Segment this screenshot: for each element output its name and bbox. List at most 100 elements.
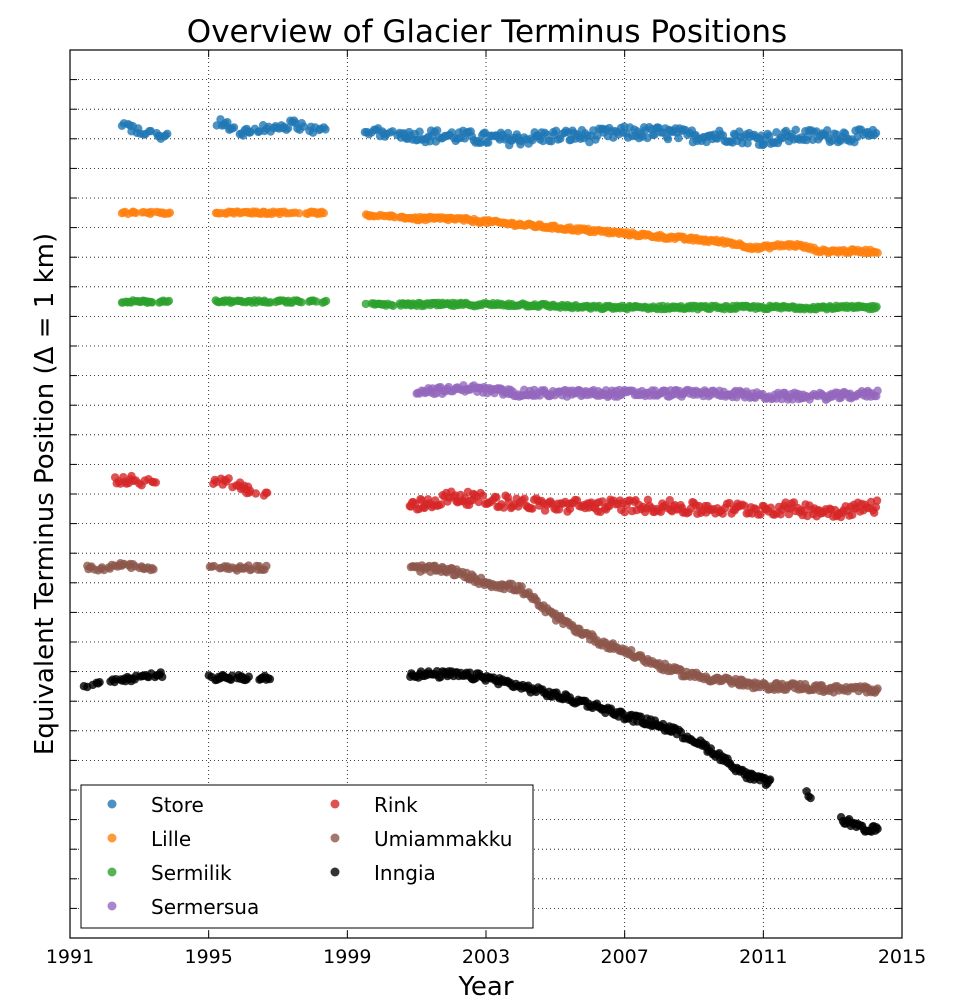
x-tick-label: 1995 [184, 946, 232, 968]
data-point [873, 386, 882, 395]
data-point [520, 494, 529, 503]
data-point [873, 824, 882, 834]
data-point [164, 296, 174, 306]
data-point [478, 491, 488, 500]
data-point [474, 497, 483, 507]
data-point [766, 503, 775, 512]
data-point [492, 493, 501, 502]
data-point [823, 126, 832, 135]
series-sermilik [117, 296, 881, 314]
x-tick-label: 1991 [46, 946, 94, 968]
data-point [740, 501, 749, 510]
legend-label-store: Store [151, 793, 204, 817]
legend-marker-lille [107, 833, 117, 843]
data-point [389, 301, 398, 310]
data-point [433, 126, 442, 135]
legend-box [80, 784, 534, 929]
data-point [165, 208, 175, 217]
data-point [593, 131, 602, 140]
data-point [806, 793, 815, 803]
data-point [627, 646, 636, 655]
legend-label-sermilik: Sermilik [151, 861, 232, 885]
data-point [517, 582, 526, 591]
series-rink [110, 471, 882, 522]
data-point [871, 128, 881, 138]
legend-label-rink: Rink [374, 793, 418, 817]
data-point [265, 674, 275, 684]
x-tick-label: 2015 [878, 946, 926, 968]
data-point [312, 297, 321, 306]
data-point [262, 561, 271, 571]
legend: Store Lille Sermilik Sermersua Rink Umiammakk… [80, 784, 534, 929]
legend-marker-umiammakku [330, 833, 340, 843]
data-point [263, 488, 272, 497]
data-point [95, 678, 104, 687]
x-tick-label: 1999 [323, 946, 371, 968]
data-point [873, 248, 882, 257]
data-point [319, 208, 328, 218]
series-inngia [79, 667, 882, 836]
legend-marker-store [107, 799, 117, 809]
legend-label-umiammakku: Umiammakku [374, 827, 512, 851]
series-umiammakku [83, 559, 882, 697]
data-point [791, 125, 800, 134]
data-point [283, 124, 293, 133]
legend-label-sermersua: Sermersua [151, 895, 259, 919]
data-point [551, 126, 561, 135]
data-point [620, 508, 629, 517]
series-sermersua [412, 381, 882, 404]
data-point [765, 131, 774, 141]
data-point [547, 137, 556, 146]
data-point [872, 496, 882, 505]
x-tick-labels: 1991 1995 1999 2003 2007 2011 2015 [46, 946, 926, 968]
data-point [294, 209, 304, 218]
x-tick-label: 2011 [739, 946, 787, 968]
data-point [436, 500, 446, 509]
data-point [663, 134, 673, 144]
data-point [484, 138, 493, 147]
data-point [725, 498, 734, 508]
data-point [149, 565, 158, 574]
data-point [665, 496, 674, 505]
data-point [244, 672, 253, 681]
y-axis-label: Equivalent Terminus Position (Δ = 1 km) [30, 233, 60, 755]
data-point [163, 129, 172, 138]
legend-label-lille: Lille [151, 827, 191, 851]
legend-marker-sermersua [107, 901, 117, 911]
x-axis-label: Year [457, 972, 513, 1002]
data-point [871, 503, 881, 512]
data-point [538, 136, 548, 146]
data-point [499, 503, 508, 512]
x-tick-label: 2003 [462, 946, 510, 968]
data-point [299, 122, 308, 131]
legend-label-inngia: Inngia [374, 861, 436, 885]
data-point [297, 298, 306, 307]
data-point [674, 133, 683, 143]
data-point [503, 128, 513, 138]
data-point [415, 127, 424, 136]
axis-ticks [69, 50, 903, 938]
data-point [528, 504, 537, 513]
data-point [361, 299, 370, 309]
data-point [765, 775, 775, 784]
data-point [223, 118, 232, 127]
data-point [650, 130, 659, 139]
series-lille [117, 207, 882, 258]
data-point [229, 123, 239, 132]
data-points [79, 115, 882, 836]
data-point [321, 296, 331, 306]
data-point [873, 684, 882, 693]
data-point [131, 208, 140, 218]
chart-title: Overview of Glacier Terminus Positions [187, 14, 787, 50]
x-tick-label: 2007 [600, 946, 648, 968]
data-point [251, 489, 260, 498]
series-store [117, 115, 881, 150]
data-point [158, 672, 167, 682]
data-point [598, 497, 607, 506]
data-point [321, 125, 330, 134]
legend-marker-rink [330, 799, 340, 809]
data-point [147, 298, 157, 307]
legend-marker-inngia [330, 867, 340, 877]
legend-marker-sermilik [107, 867, 117, 877]
